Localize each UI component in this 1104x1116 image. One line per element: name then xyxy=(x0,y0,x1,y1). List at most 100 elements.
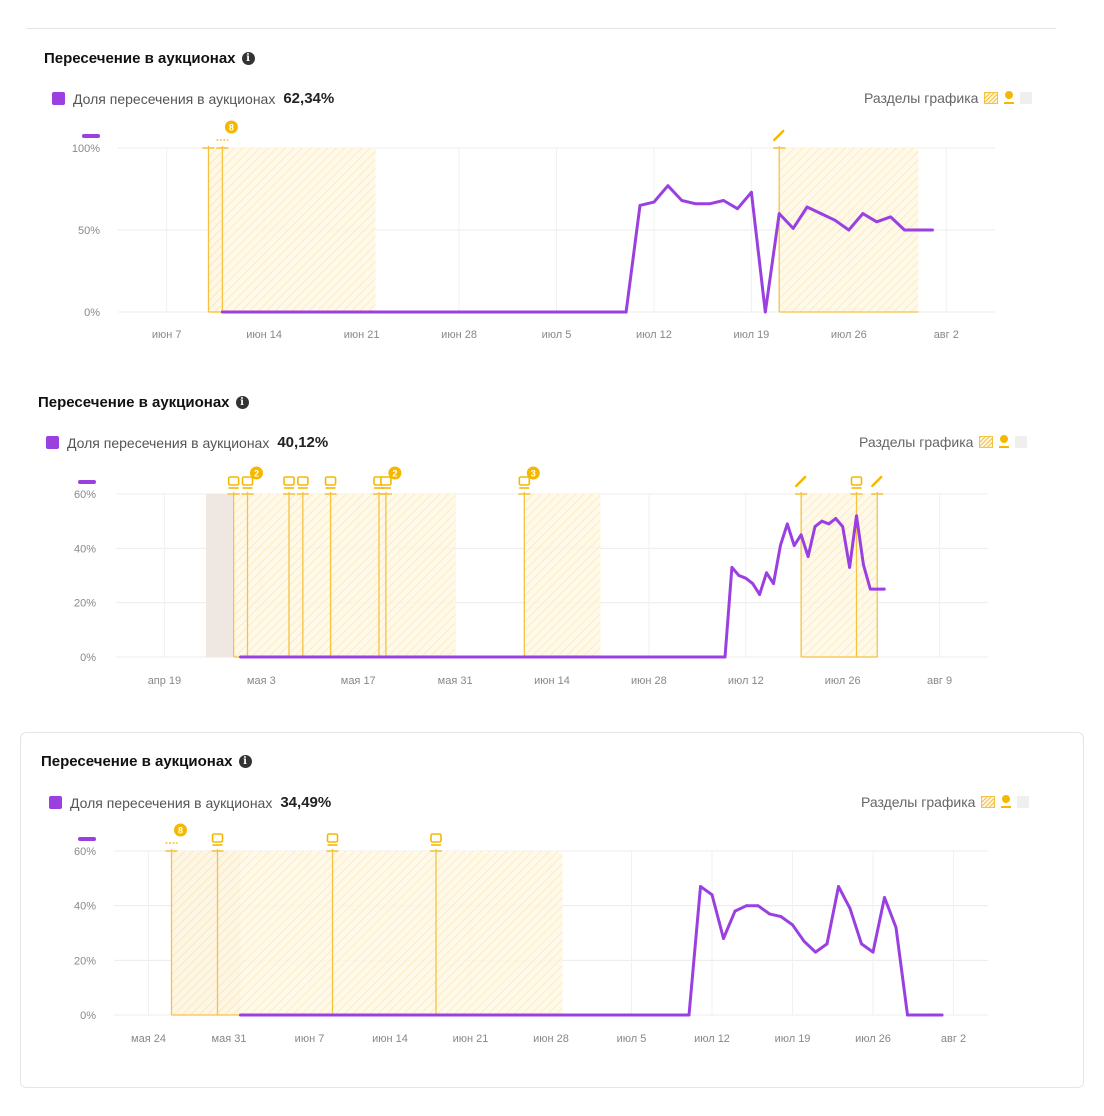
marker-section-icon[interactable] xyxy=(1004,91,1015,105)
legend[interactable]: Доля пересечения в аукционах 34,49% xyxy=(49,794,331,811)
marker-section-icon[interactable] xyxy=(1001,795,1012,809)
panel-title: Пересечение в аукционах i xyxy=(38,394,249,411)
marker-section-icon[interactable] xyxy=(999,435,1010,449)
note-icon xyxy=(380,476,392,486)
count-badge-label: 8 xyxy=(229,123,234,133)
data-point xyxy=(806,555,810,558)
data-point xyxy=(733,909,737,913)
x-tick-label: июл 12 xyxy=(728,675,764,687)
data-point xyxy=(834,517,838,520)
legend-label: Доля пересечения в аукционах xyxy=(73,90,276,107)
data-point xyxy=(833,218,837,222)
data-point xyxy=(652,200,656,204)
data-point xyxy=(772,582,775,586)
data-point xyxy=(903,228,906,232)
data-point xyxy=(868,587,872,591)
shaded-section-icon[interactable] xyxy=(1020,92,1033,104)
data-point xyxy=(777,212,781,216)
data-point xyxy=(871,950,875,954)
info-icon[interactable]: i xyxy=(238,755,252,768)
data-point xyxy=(744,576,748,580)
x-tick-label: июн 7 xyxy=(295,1033,325,1045)
sections-label: Разделы графика xyxy=(864,90,979,106)
data-point xyxy=(779,915,783,918)
hatched-section-icon[interactable] xyxy=(979,436,994,448)
note-icon xyxy=(326,833,339,843)
chart-sections-toggle[interactable]: Разделы графика xyxy=(861,794,1030,810)
data-point xyxy=(847,228,851,232)
data-point xyxy=(917,1013,921,1017)
x-tick-label: июл 5 xyxy=(542,329,572,341)
shaded-section-icon[interactable] xyxy=(1017,796,1030,808)
hatched-region xyxy=(208,148,376,312)
data-point xyxy=(940,1013,944,1017)
data-point xyxy=(827,522,831,526)
pencil-icon xyxy=(773,129,785,142)
data-point xyxy=(756,904,760,908)
x-tick-label: июн 7 xyxy=(152,329,182,341)
data-point xyxy=(860,942,863,946)
data-point xyxy=(221,310,224,314)
data-point xyxy=(848,565,851,569)
data-point xyxy=(799,533,803,537)
x-tick-label: июн 21 xyxy=(453,1033,489,1045)
data-point xyxy=(791,923,794,927)
count-badge-label: 2 xyxy=(254,469,259,479)
note-icon xyxy=(283,476,295,486)
note-icon xyxy=(297,476,309,486)
data-point xyxy=(624,310,628,314)
data-point xyxy=(820,519,824,523)
y-tick-label: 40% xyxy=(74,901,96,913)
chart-sections-toggle[interactable]: Разделы графика xyxy=(859,434,1028,450)
count-badge xyxy=(249,466,263,480)
data-point xyxy=(239,1013,242,1017)
panel-title-text: Пересечение в аукционах xyxy=(41,753,233,770)
data-point xyxy=(722,937,725,940)
x-tick-label: июл 26 xyxy=(855,1033,891,1045)
data-point xyxy=(708,202,712,206)
data-point xyxy=(841,525,845,528)
note-icon xyxy=(518,476,531,486)
data-point xyxy=(699,885,702,888)
panel-title-text: Пересечение в аукционах xyxy=(38,394,230,411)
data-point xyxy=(814,950,817,954)
data-point xyxy=(778,544,782,548)
series-line xyxy=(220,184,934,314)
chart-sections-toggle[interactable]: Разделы графика xyxy=(864,90,1033,106)
hatched-section-icon[interactable] xyxy=(984,92,999,104)
data-point xyxy=(638,204,642,207)
y-tick-label: 20% xyxy=(74,598,96,610)
hatched-region xyxy=(171,851,563,1015)
series-line xyxy=(239,885,944,1017)
legend[interactable]: Доля пересечения в аукционах 40,12% xyxy=(46,434,328,451)
data-point xyxy=(861,212,865,216)
info-icon[interactable]: i xyxy=(235,396,249,409)
count-badge xyxy=(526,466,540,480)
data-point xyxy=(848,907,852,910)
x-tick-label: июл 5 xyxy=(617,1033,647,1045)
info-icon[interactable]: i xyxy=(241,52,255,65)
legend-label: Доля пересечения в аукционах xyxy=(70,794,273,811)
data-point xyxy=(785,522,789,526)
note-icon xyxy=(430,833,442,843)
legend[interactable]: Доля пересечения в аукционах 62,34% xyxy=(52,90,334,107)
panel-title-text: Пересечение в аукционах xyxy=(44,50,236,67)
data-point xyxy=(875,220,879,224)
x-tick-label: июл 26 xyxy=(831,329,867,341)
data-point xyxy=(894,926,898,929)
note-icon xyxy=(227,476,240,486)
count-badge xyxy=(174,823,187,837)
hatched-section-icon[interactable] xyxy=(981,796,996,808)
note-icon xyxy=(211,833,224,843)
legend-value: 34,49% xyxy=(280,794,332,811)
pencil-icon xyxy=(871,475,883,488)
x-tick-label: июл 19 xyxy=(775,1033,811,1045)
data-point xyxy=(862,563,865,567)
data-point xyxy=(749,190,753,194)
count-badge xyxy=(224,120,238,134)
sections-label: Разделы графика xyxy=(859,434,974,450)
shaded-section-icon[interactable] xyxy=(1015,436,1028,448)
x-tick-label: мая 24 xyxy=(131,1033,166,1045)
